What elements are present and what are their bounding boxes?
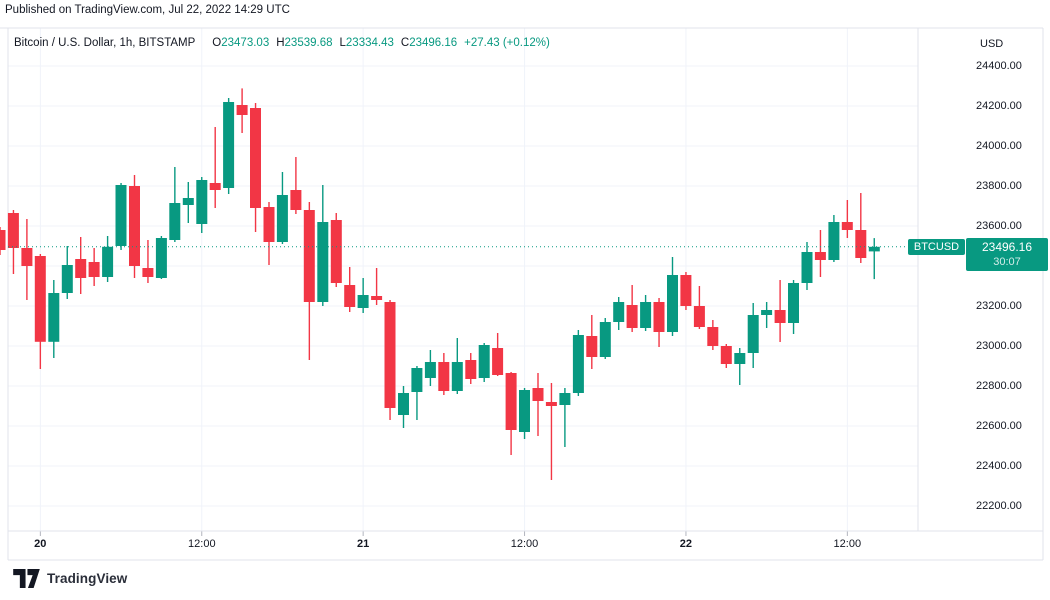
price-axis-label: 23600.00 [976,219,1022,232]
time-axis-label: 12:00 [188,538,216,550]
price-axis-label: 22200.00 [976,499,1022,512]
time-axis-label: 21 [356,538,370,550]
legend-close-label: C [400,37,410,49]
last-price-value: 23496.16 [981,240,1033,254]
legend-open-value: 23473.03 [221,37,270,49]
price-axis-unit-label: USD [980,38,1004,50]
price-axis-label: 24000.00 [976,139,1022,152]
time-axis-label: 12:00 [833,538,862,550]
legend-high-value: 23539.68 [284,37,333,49]
price-axis-label: 24200.00 [976,99,1022,112]
legend-high-label: H [276,37,285,49]
legend-low-value: 23334.43 [345,37,394,49]
legend-close-value: 23496.16 [409,37,458,49]
chart-legend: Bitcoin / U.S. Dollar, 1h, BITSTAMP O2347… [14,36,550,50]
tradingview-logo-icon [13,569,40,588]
tradingview-logo-text: TradingView [47,571,128,586]
price-axis-label: 23800.00 [976,179,1022,192]
time-axis-label: 20 [34,538,47,550]
published-header-text: Published on TradingView.com, Jul 22, 20… [5,4,290,16]
legend-symbol-title: Bitcoin / U.S. Dollar, 1h, BITSTAMP [14,37,196,49]
price-axis-label: 22400.00 [976,459,1022,472]
legend-open-label: O [212,37,222,49]
last-price-badge: 23496.16 30:07 [966,238,1048,271]
time-axis-label: 12:00 [510,538,539,550]
legend-low-label: L [339,37,346,49]
price-axis-label: 23200.00 [976,299,1022,312]
price-axis-label: 24400.00 [976,59,1022,72]
legend-change-value: +27.43 (+0.12%) [464,37,550,49]
price-axis-label: 23000.00 [976,339,1022,352]
time-axis-label: 22 [679,538,693,550]
candle-countdown: 30:07 [993,256,1021,268]
tradingview-logo[interactable]: TradingView [13,569,127,588]
price-axis-label: 22600.00 [976,419,1022,432]
price-axis-label: 22800.00 [976,379,1022,392]
symbol-badge: BTCUSD [908,239,965,255]
